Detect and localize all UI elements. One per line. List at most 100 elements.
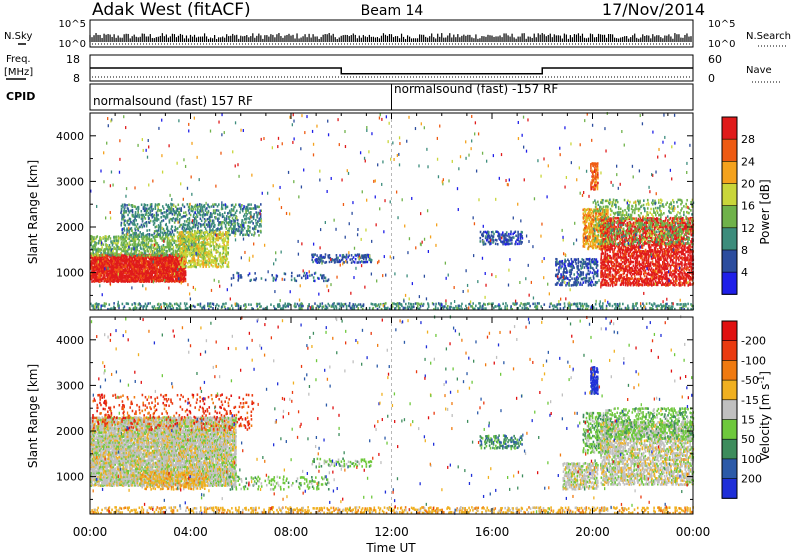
data-cell [343, 261, 345, 264]
data-cell [129, 239, 132, 243]
data-cell [607, 282, 610, 285]
data-cell [158, 259, 161, 263]
data-cell [141, 237, 143, 241]
data-cell [224, 233, 227, 236]
data-cell [129, 253, 132, 257]
data-cell [237, 279, 240, 282]
data-cell [176, 270, 179, 273]
data-cell [219, 221, 222, 224]
data-cell [165, 276, 168, 279]
data-cell [124, 254, 127, 257]
data-cell [130, 278, 133, 281]
data-cell [233, 213, 236, 217]
data-cell [127, 213, 129, 217]
data-cell [240, 229, 242, 232]
data-cell [345, 255, 348, 259]
data-cell [615, 267, 617, 270]
data-cell [132, 280, 135, 283]
freq-left-label-1: Freq. [6, 54, 31, 65]
data-cell [149, 276, 152, 280]
data-cell [144, 243, 146, 246]
data-cell [185, 240, 187, 244]
data-cell [103, 266, 105, 270]
data-cell [132, 219, 135, 223]
data-cell [260, 209, 262, 213]
data-cell [227, 235, 229, 238]
data-cell [124, 280, 126, 283]
data-cell [108, 272, 111, 275]
data-cell [100, 248, 103, 251]
data-cell [159, 276, 162, 279]
data-cell [581, 283, 583, 287]
data-cell [98, 250, 100, 253]
data-cell [520, 232, 522, 236]
data-cell [170, 277, 173, 281]
data-cell [622, 264, 624, 268]
data-cell [225, 234, 228, 238]
data-cell [202, 213, 205, 216]
data-cell [196, 203, 199, 207]
data-cell [283, 278, 286, 281]
data-cell [102, 275, 104, 279]
data-cell [615, 225, 617, 229]
data-cell [593, 185, 595, 188]
data-cell [490, 242, 492, 245]
data-cell [117, 280, 119, 284]
data-cell [129, 280, 132, 283]
data-cell [363, 254, 366, 257]
data-cell [587, 207, 590, 211]
data-cell [521, 234, 523, 238]
data-cell [170, 203, 173, 206]
data-cell [121, 245, 124, 249]
data-cell [508, 242, 510, 246]
data-cell [228, 217, 230, 220]
data-cell [583, 232, 586, 235]
data-cell [93, 276, 95, 279]
data-cell [95, 241, 98, 245]
data-cell [315, 260, 317, 263]
data-cell [216, 205, 219, 208]
data-cell [169, 233, 172, 236]
data-cell [204, 258, 206, 262]
data-cell [341, 254, 344, 257]
data-cell [570, 257, 573, 261]
data-cell [129, 255, 132, 259]
data-cell [565, 271, 567, 274]
data-cell [154, 257, 157, 261]
data-cell [149, 260, 152, 263]
data-cell [152, 275, 155, 279]
data-cell [97, 269, 100, 273]
data-cell [141, 270, 143, 273]
data-cell [159, 265, 162, 269]
data-cell [106, 274, 108, 277]
data-cell [103, 253, 105, 257]
data-cell [101, 261, 103, 265]
data-cell [226, 265, 229, 268]
data-cell [200, 255, 202, 258]
data-cell [168, 207, 171, 211]
data-cell [97, 249, 99, 253]
data-cell [151, 250, 154, 253]
data-cell [108, 246, 110, 249]
data-cell [224, 211, 226, 215]
data-cell [115, 257, 118, 260]
data-cell [156, 209, 159, 213]
data-cell [203, 221, 206, 224]
data-cell [259, 215, 262, 218]
data-cell [120, 259, 122, 262]
data-cell [595, 274, 598, 278]
data-cell [165, 278, 168, 282]
data-cell [107, 235, 110, 239]
data-cell [151, 263, 154, 266]
data-cell [193, 218, 196, 222]
data-cell [165, 266, 168, 269]
data-cell [143, 205, 146, 208]
data-cell [125, 249, 127, 253]
data-cell [144, 263, 147, 266]
data-cell [517, 230, 519, 234]
data-cell [334, 258, 337, 261]
data-cell [160, 253, 163, 257]
data-cell [146, 278, 149, 281]
data-cell [160, 275, 163, 278]
data-cell [182, 259, 184, 263]
